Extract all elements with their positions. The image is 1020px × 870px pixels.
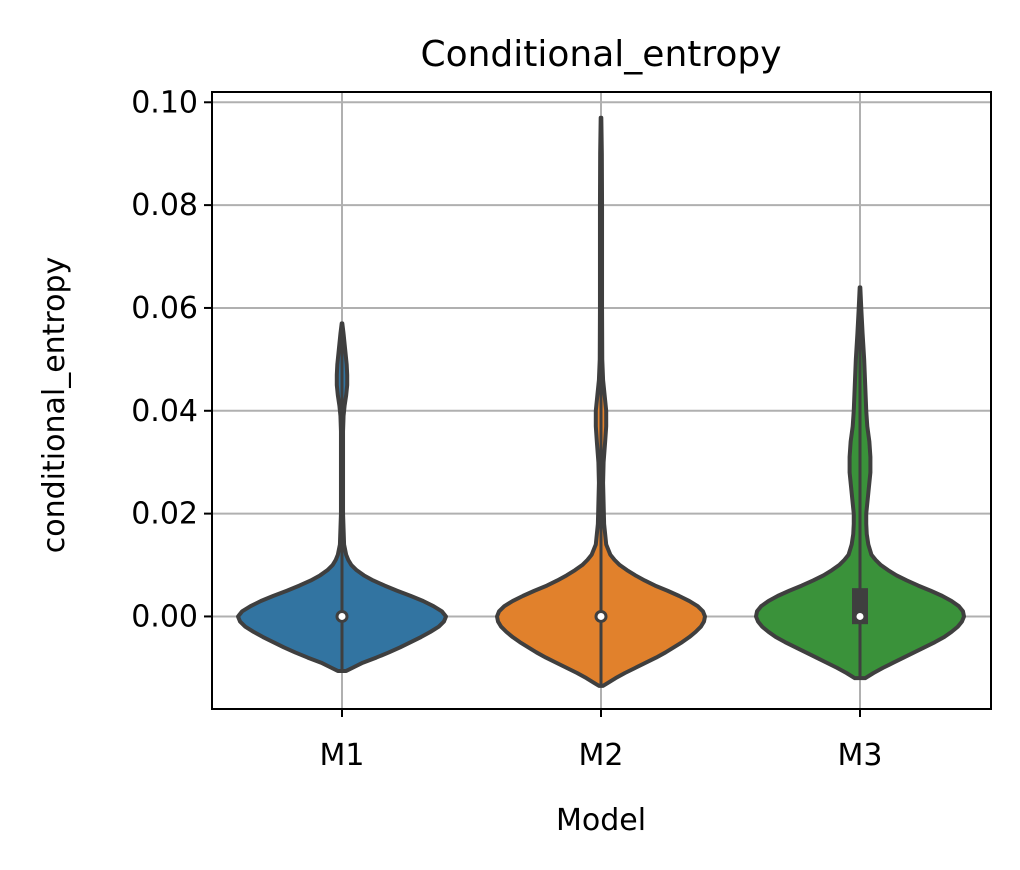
y-axis-label: conditional_entropy <box>37 257 72 553</box>
x-tick-label: M3 <box>838 738 883 773</box>
violin-M1 <box>236 321 448 673</box>
y-tick-label: 0.02 <box>131 497 198 532</box>
y-tick-label: 0.10 <box>131 85 198 120</box>
violin-M2 <box>495 115 707 688</box>
violin-median-M3 <box>853 609 867 623</box>
y-axis-ticks: 0.00 0.02 0.04 0.06 0.08 0.10 <box>131 85 212 634</box>
y-tick-label: 0.00 <box>131 599 198 634</box>
violins <box>236 115 966 688</box>
y-tick-label: 0.06 <box>131 291 198 326</box>
violin-M3 <box>754 285 966 681</box>
x-axis-ticks: M1 M2 M3 <box>320 709 883 773</box>
y-tick-label: 0.04 <box>131 394 198 429</box>
violin-median-M1 <box>335 609 349 623</box>
y-tick-label: 0.08 <box>131 188 198 223</box>
chart-title: Conditional_entropy <box>420 34 781 75</box>
x-tick-label: M2 <box>579 738 624 773</box>
x-axis-label: Model <box>556 803 646 838</box>
violin-median-M2 <box>594 609 608 623</box>
x-tick-label: M1 <box>320 738 365 773</box>
